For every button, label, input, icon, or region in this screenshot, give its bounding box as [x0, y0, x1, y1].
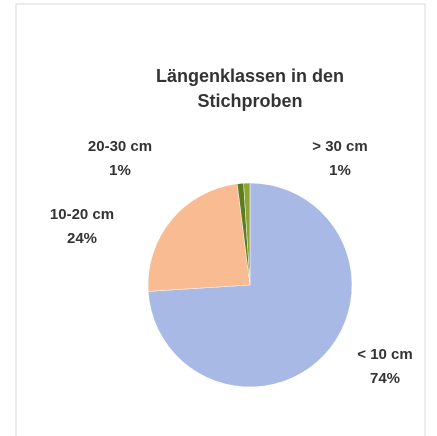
slice-value-label: 24%: [67, 230, 97, 247]
slice-category-label: 20-30 cm: [88, 138, 152, 155]
slice-value-label: 74%: [370, 370, 400, 387]
pie-slice: [147, 183, 251, 292]
slice-category-label: > 30 cm: [312, 138, 367, 155]
pie-slice: [243, 182, 251, 286]
slice-value-label: 1%: [329, 162, 351, 179]
chart-title-line-1: Längenklassen in den Stichproben: [156, 66, 344, 111]
slice-category-label: 10-20 cm: [50, 206, 114, 223]
slice-category-label: < 10 cm: [357, 346, 412, 363]
slice-value-label: 1%: [109, 162, 131, 179]
